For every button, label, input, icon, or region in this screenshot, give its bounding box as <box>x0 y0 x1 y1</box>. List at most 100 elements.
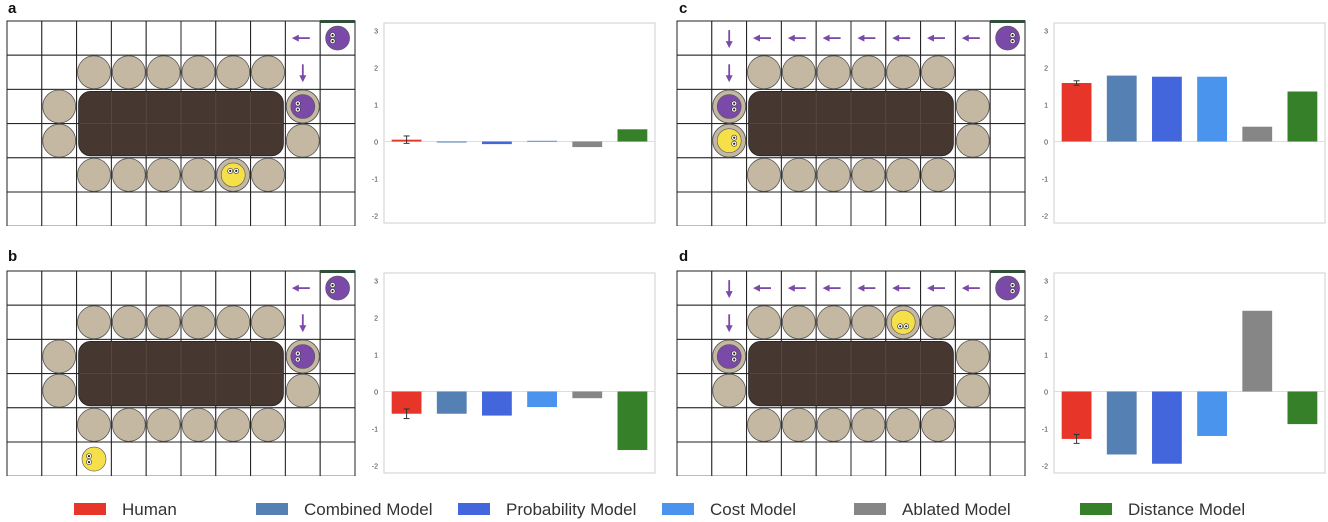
grid-cell <box>145 20 182 56</box>
grid-cell <box>250 191 286 226</box>
panel-label-b: b <box>8 248 18 265</box>
arrow-head-icon <box>892 34 900 42</box>
legend-label-combined-model: Combined Model <box>304 500 433 519</box>
y-tick-label: 0 <box>1044 390 1048 397</box>
grid-cell <box>676 88 713 125</box>
grid-cell <box>885 441 922 476</box>
bar-human <box>1061 83 1092 142</box>
chair <box>816 407 851 442</box>
grid-cell <box>989 338 1026 375</box>
bar-distance-model <box>617 391 648 451</box>
y-tick-label: -2 <box>372 214 378 221</box>
grid-world-b <box>6 270 356 476</box>
grid-cell <box>76 270 112 306</box>
grid-cell <box>6 191 43 226</box>
legend-label-ablated-model: Ablated Model <box>902 500 1011 519</box>
chair <box>747 305 781 340</box>
y-tick-label: 2 <box>374 315 378 322</box>
arrow-head-icon <box>927 34 934 42</box>
purple-agent-icon <box>325 275 350 301</box>
bar-cost-model <box>527 140 557 142</box>
grid-cell <box>676 373 713 409</box>
chair <box>851 305 886 340</box>
legend-label-cost-model: Cost Model <box>710 500 796 519</box>
arrow-head-icon <box>787 284 795 292</box>
bar-ablated-model <box>572 141 603 148</box>
chair <box>251 305 285 340</box>
grid-cell <box>110 20 147 56</box>
y-tick-label: 0 <box>374 390 378 397</box>
chair <box>111 305 146 340</box>
grid-cell <box>76 191 112 226</box>
bar-ablated-model <box>1242 126 1273 142</box>
grid-cell <box>215 20 252 56</box>
grid-cell <box>954 304 991 340</box>
grid-cell <box>815 441 852 476</box>
arrow-head-icon <box>822 284 830 292</box>
arrow-head-icon <box>961 284 969 292</box>
chair <box>886 157 921 192</box>
grid-cell <box>989 407 1026 443</box>
bar-combined-model <box>1106 391 1137 455</box>
y-tick-label: 3 <box>1044 28 1048 35</box>
grid-cell <box>850 191 887 226</box>
chair <box>285 123 320 158</box>
y-tick-label: -1 <box>1042 177 1048 184</box>
y-tick-label: 3 <box>374 28 378 35</box>
arrow-head-icon <box>753 34 760 42</box>
pupil-icon <box>296 102 299 105</box>
chair <box>111 55 146 90</box>
grid-cell <box>180 270 217 306</box>
grid-cell <box>989 191 1026 226</box>
legend-swatch-cost-model <box>662 503 694 515</box>
y-tick-label: 2 <box>1044 315 1048 322</box>
chart-frame <box>1053 22 1326 224</box>
grid-cell <box>954 54 991 90</box>
legend: Human Combined Model Probability Model C… <box>0 494 1328 522</box>
pupil-icon <box>296 358 299 361</box>
grid-world-c <box>676 20 1026 226</box>
bar-cost-model <box>1197 76 1227 142</box>
legend-label-probability-model: Probability Model <box>506 500 637 519</box>
grid-cell <box>319 123 356 159</box>
grid-cell <box>250 441 286 476</box>
chair <box>921 157 955 192</box>
y-tick-label: 0 <box>374 140 378 147</box>
chair <box>146 407 181 442</box>
pupil-icon <box>331 40 334 43</box>
grid-cell <box>180 441 217 476</box>
grid-cell <box>110 270 147 306</box>
grid-cell <box>989 373 1026 409</box>
pupil-icon <box>1011 290 1014 293</box>
chart-frame <box>383 22 656 224</box>
chair <box>955 89 990 124</box>
arrow-head-icon <box>725 41 733 49</box>
chair <box>886 407 921 442</box>
y-tick-label: -1 <box>372 177 378 184</box>
grid-cell <box>180 191 217 226</box>
pupil-icon <box>733 352 736 355</box>
goal-marker <box>320 270 355 273</box>
chair <box>181 55 216 90</box>
grid-cell <box>746 441 782 476</box>
chair <box>77 157 111 192</box>
chair <box>955 123 990 158</box>
grid-cell <box>989 123 1026 159</box>
grid-cell <box>215 270 252 306</box>
bar-cost-model <box>1197 391 1227 436</box>
grid-cell <box>954 191 991 226</box>
grid-cell <box>676 338 713 375</box>
yellow-agent-icon <box>890 309 916 335</box>
pupil-icon <box>733 358 736 361</box>
bar-combined-model <box>436 141 467 143</box>
chair <box>285 373 320 408</box>
grid-cell <box>6 54 43 90</box>
grid-cell <box>989 54 1026 90</box>
chair <box>216 305 251 340</box>
legend-label-distance-model: Distance Model <box>1128 500 1246 519</box>
legend-swatch-combined-model <box>256 503 288 515</box>
grid-world-d <box>676 270 1026 476</box>
grid-cell <box>319 441 356 476</box>
arrow-head-icon <box>787 34 795 42</box>
grid-cell <box>319 373 356 409</box>
